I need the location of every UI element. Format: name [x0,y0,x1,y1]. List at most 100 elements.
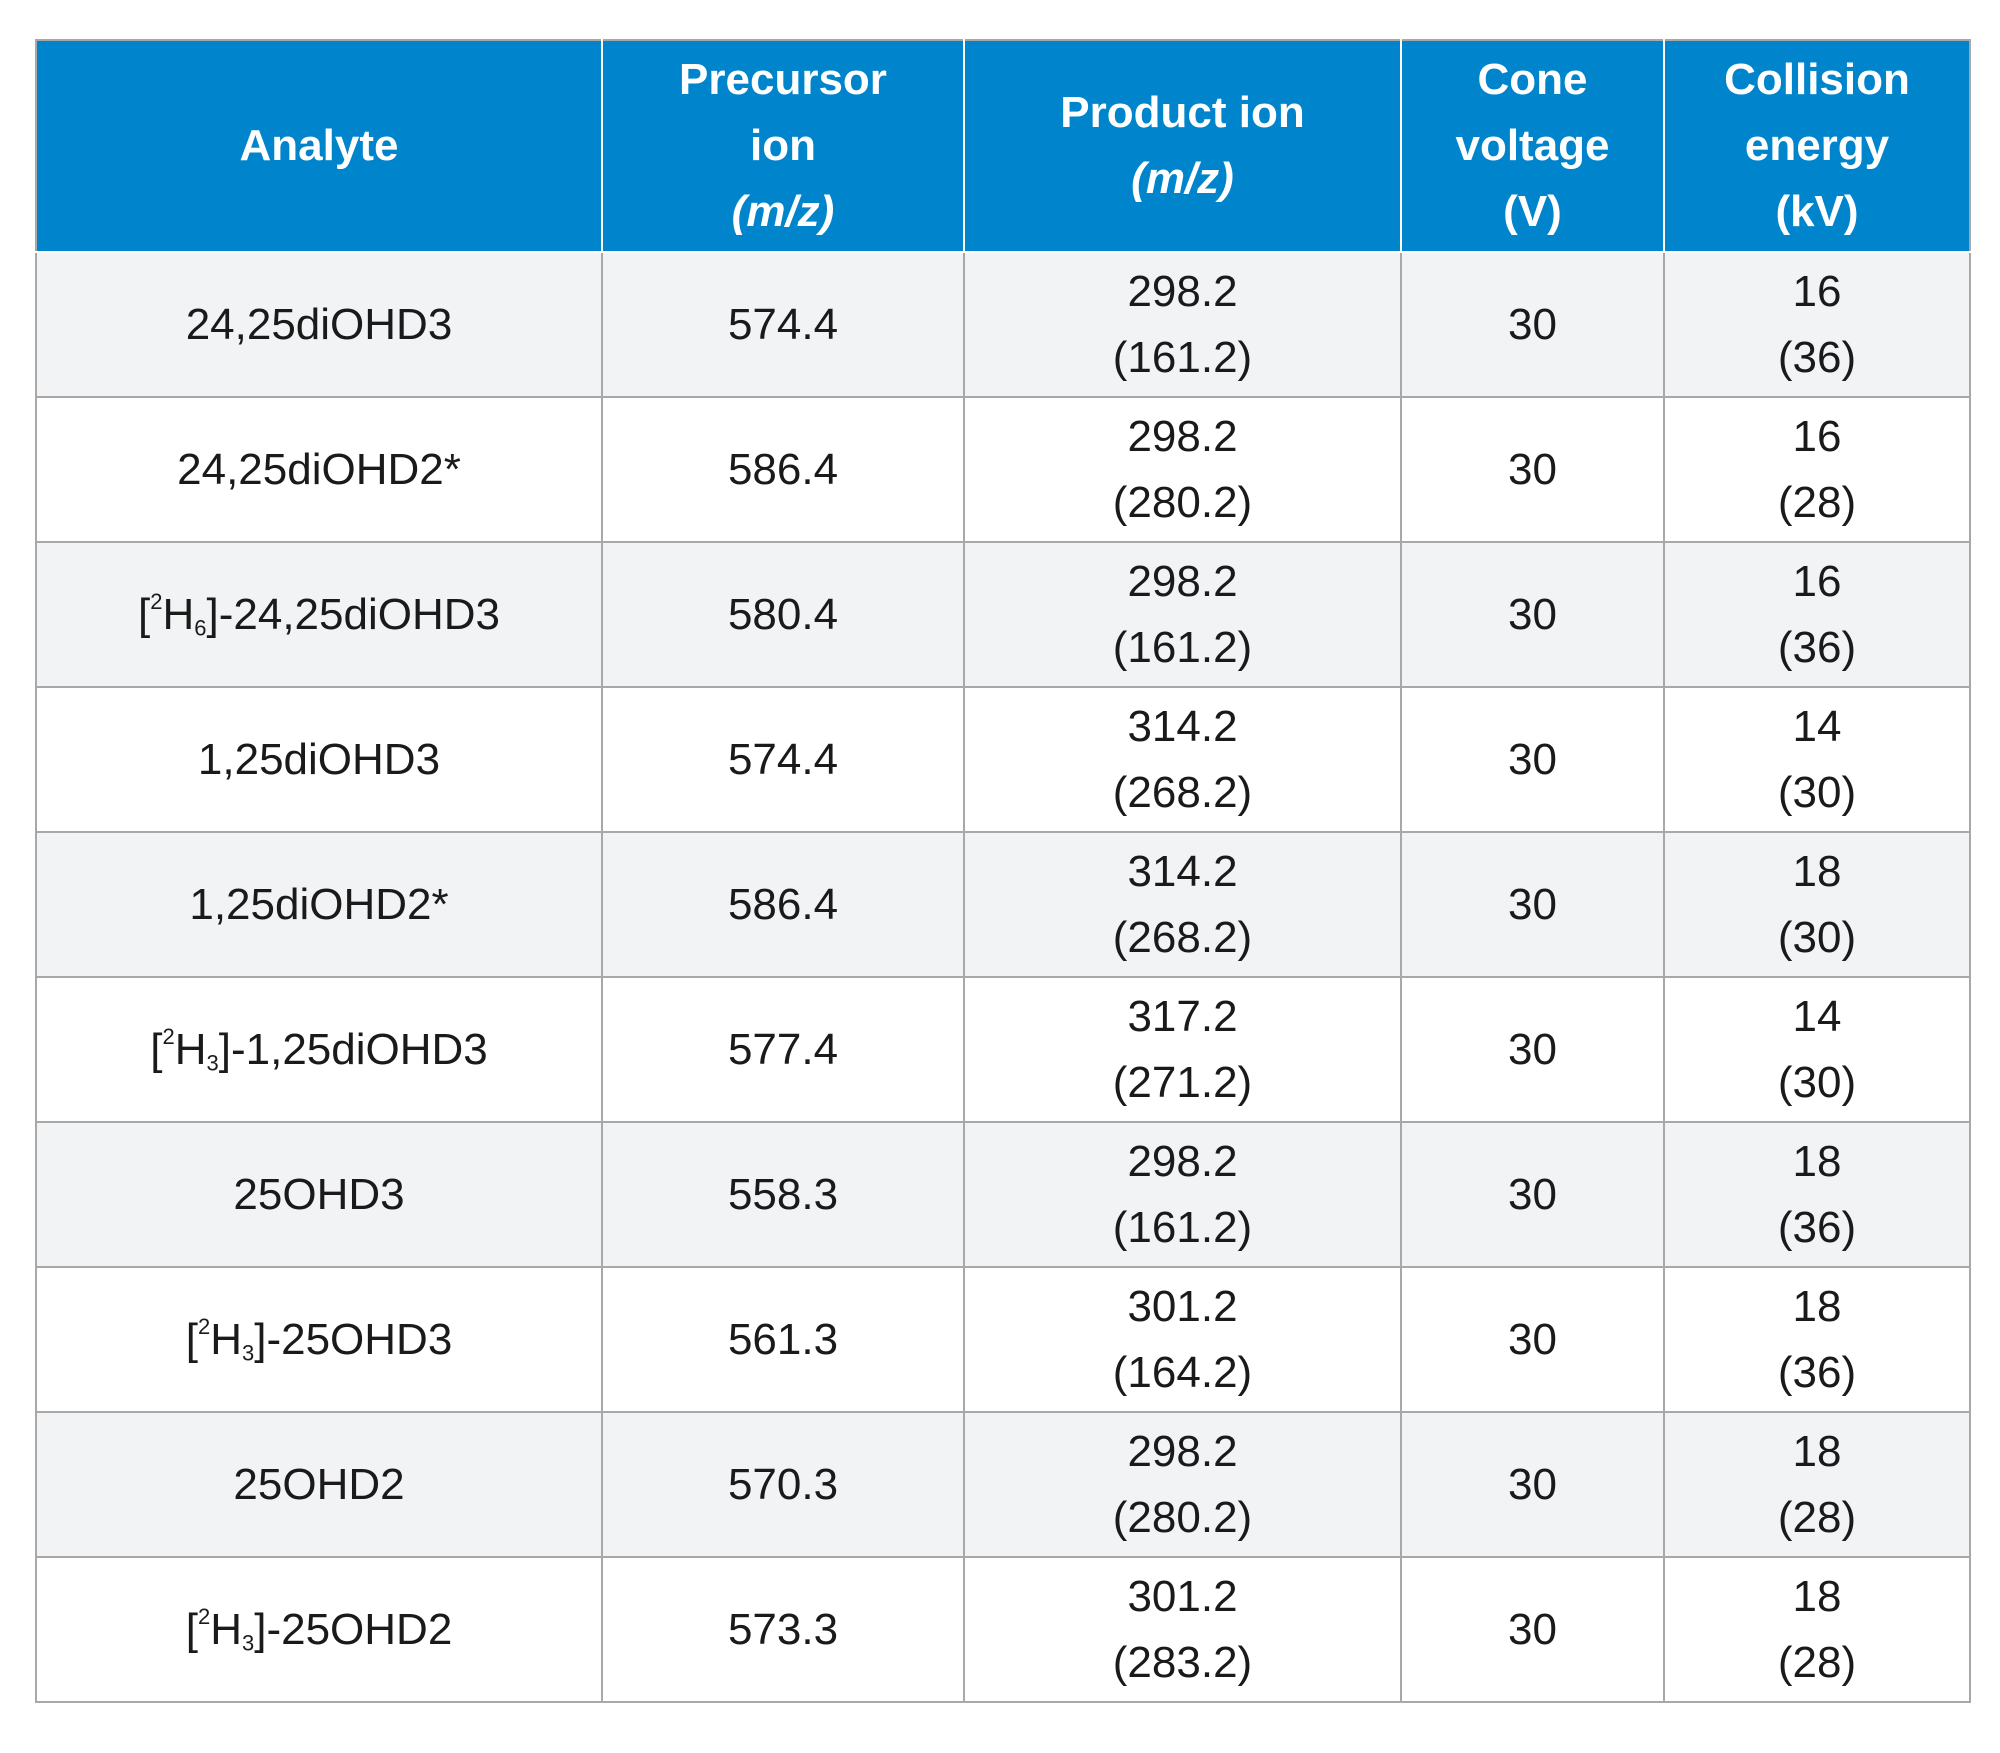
header-analyte: Analyte [35,39,603,253]
header-line: Analyte [239,121,399,170]
collision-energy-secondary: (36) [1777,622,1857,672]
header-product-ion: Product ion (m/z) [963,39,1402,253]
analyte-cell: 1,25diOHD2* [35,831,603,978]
product-ion-cell: 298.2 (161.2) [963,251,1402,398]
table-row: 1,25diOHD3 574.4 314.2 (268.2) 30 14 (30) [35,686,1971,833]
collision-energy-cell: 16 (36) [1663,541,1971,688]
header-line: (m/z) [1131,154,1234,203]
table-row: 25OHD3 558.3 298.2 (161.2) 30 18 (36) [35,1121,1971,1268]
analyte-name: 24,25diOHD2* [177,444,461,494]
collision-energy-primary: 16 [1792,411,1842,461]
header-line: Product ion [1060,88,1305,137]
product-ion-primary: 298.2 [1127,266,1238,316]
collision-energy-secondary: (36) [1777,1347,1857,1397]
analyte-cell: 25OHD2 [35,1411,603,1558]
table-header: Analyte Precursor ion (m/z) Product ion (m/z)… [35,39,1971,253]
cone-voltage-cell: 30 [1400,251,1665,398]
analyte-name: 25OHD3 [233,1169,405,1219]
product-ion-cell: 301.2 (283.2) [963,1556,1402,1703]
product-ion-cell: 298.2 (280.2) [963,396,1402,543]
isotope-count: 3 [241,1340,255,1366]
analyte-prefix: [ [185,1314,198,1364]
analyte-name: 25OHD2 [233,1459,405,1509]
collision-energy-cell: 18 (30) [1663,831,1971,978]
hydrogen-symbol: H [210,1314,242,1364]
cone-voltage-cell: 30 [1400,976,1665,1123]
collision-energy-secondary: (36) [1777,1202,1857,1252]
isotope-count: 6 [194,615,207,641]
product-ion-cell: 298.2 (161.2) [963,1121,1402,1268]
product-ion-cell: 317.2 (271.2) [963,976,1402,1123]
analyte-cell: 24,25diOHD3 [35,251,603,398]
analyte-cell: [2H3]-1,25diOHD3 [35,976,603,1123]
product-ion-cell: 298.2 (280.2) [963,1411,1402,1558]
collision-energy-cell: 14 (30) [1663,686,1971,833]
header-cone-voltage: Cone voltage (V) [1400,39,1665,253]
collision-energy-cell: 18 (28) [1663,1556,1971,1703]
isotope-count: 3 [241,1630,255,1656]
product-ion-secondary: (161.2) [1112,1202,1253,1252]
header-line: energy [1744,121,1890,170]
header-collision-energy: Collision energy (kV) [1663,39,1971,253]
isotope-mass-number: 2 [162,1023,175,1049]
header-line: Precursor [679,55,887,104]
analyte-cell: 25OHD3 [35,1121,603,1268]
mrm-parameters-table: Analyte Precursor ion (m/z) Product ion (m/z)… [35,39,1971,1703]
product-ion-primary: 298.2 [1127,556,1238,606]
analyte-cell: [2H6]-24,25diOHD3 [35,541,603,688]
analyte-cell: 24,25diOHD2* [35,396,603,543]
product-ion-secondary: (280.2) [1112,1492,1253,1542]
analyte-prefix: [ [138,589,151,639]
precursor-cell: 570.3 [601,1411,965,1558]
product-ion-cell: 314.2 (268.2) [963,831,1402,978]
collision-energy-secondary: (30) [1777,767,1857,817]
table-row: [2H3]-25OHD3 561.3 301.2 (164.2) 30 18 (36) [35,1266,1971,1413]
product-ion-primary: 314.2 [1127,701,1238,751]
collision-energy-primary: 18 [1792,1426,1842,1476]
header-line: (V) [1503,187,1562,236]
isotope-count: 3 [206,1050,219,1076]
product-ion-primary: 301.2 [1127,1281,1238,1331]
header-line: Cone [1477,55,1588,104]
collision-energy-primary: 18 [1792,1281,1842,1331]
product-ion-cell: 301.2 (164.2) [963,1266,1402,1413]
table-row: [2H3]-1,25diOHD3 577.4 317.2 (271.2) 30 14 (30… [35,976,1971,1123]
collision-energy-cell: 18 (36) [1663,1121,1971,1268]
precursor-cell: 558.3 [601,1121,965,1268]
header-line: voltage [1455,121,1610,170]
collision-energy-secondary: (28) [1777,1492,1857,1542]
cone-voltage-cell: 30 [1400,396,1665,543]
analyte-name: 1,25diOHD3 [197,734,441,784]
precursor-cell: 586.4 [601,831,965,978]
product-ion-primary: 317.2 [1127,991,1238,1041]
table-row: [2H6]-24,25diOHD3 580.4 298.2 (161.2) 30 16 (3… [35,541,1971,688]
precursor-cell: 577.4 [601,976,965,1123]
analyte-name: ]-24,25diOHD3 [206,589,500,639]
isotope-mass-number: 2 [197,1313,211,1339]
analyte-name: ]-25OHD2 [254,1604,453,1654]
collision-energy-primary: 18 [1792,1571,1842,1621]
analyte-name: 24,25diOHD3 [185,299,453,349]
cone-voltage-cell: 30 [1400,831,1665,978]
collision-energy-secondary: (30) [1777,1057,1857,1107]
analyte-name: ]-1,25diOHD3 [218,1024,488,1074]
header-line: ion [750,121,816,170]
analyte-cell: [2H3]-25OHD2 [35,1556,603,1703]
product-ion-secondary: (161.2) [1112,622,1253,672]
collision-energy-cell: 16 (36) [1663,251,1971,398]
table-row: 25OHD2 570.3 298.2 (280.2) 30 18 (28) [35,1411,1971,1558]
analyte-prefix: [ [185,1604,198,1654]
cone-voltage-cell: 30 [1400,1121,1665,1268]
isotope-mass-number: 2 [197,1603,211,1629]
table-row: [2H3]-25OHD2 573.3 301.2 (283.2) 30 18 (28) [35,1556,1971,1703]
hydrogen-symbol: H [162,589,195,639]
collision-energy-cell: 16 (28) [1663,396,1971,543]
product-ion-secondary: (283.2) [1112,1637,1253,1687]
collision-energy-secondary: (28) [1777,1637,1857,1687]
product-ion-secondary: (268.2) [1112,912,1253,962]
precursor-cell: 586.4 [601,396,965,543]
analyte-cell: 1,25diOHD3 [35,686,603,833]
cone-voltage-cell: 30 [1400,1556,1665,1703]
table-container: Analyte Precursor ion (m/z) Product ion (m/z)… [35,39,1971,1703]
analyte-name: 1,25diOHD2* [189,879,449,929]
